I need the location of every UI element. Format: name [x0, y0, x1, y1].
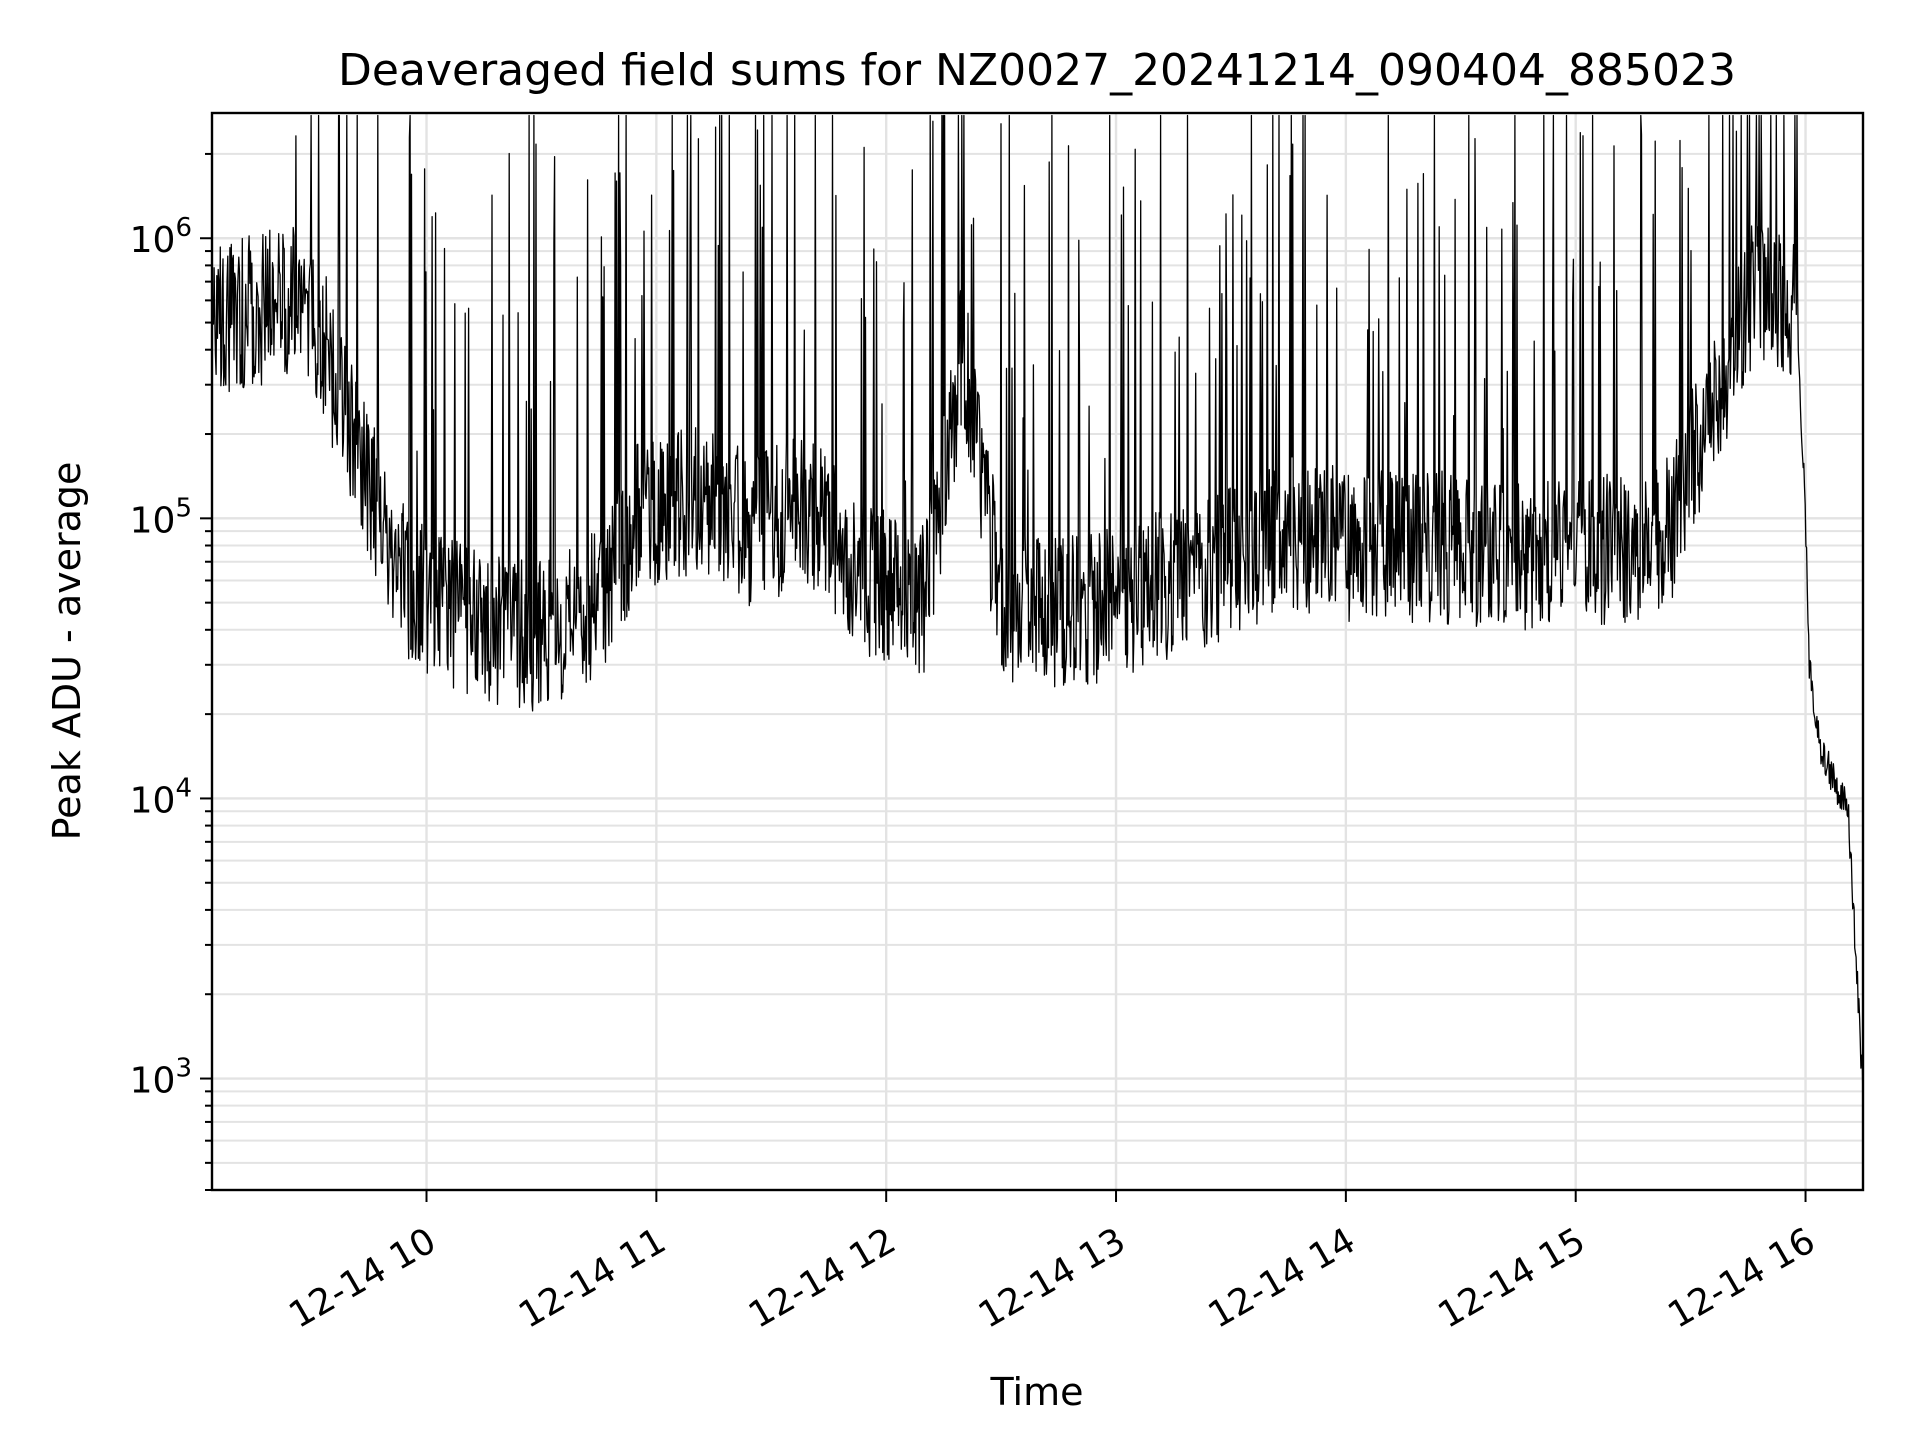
y-tick-label: 106: [130, 213, 192, 261]
series-layer: [211, 114, 1864, 1105]
y-tick-label: 105: [130, 493, 192, 541]
grid-lines: [212, 113, 1863, 1191]
y-axis-label: Peak ADU - average: [45, 462, 89, 841]
series-line-0: [211, 114, 1864, 1105]
plot-frame: [210, 111, 1865, 1192]
y-tick-label: 104: [130, 773, 192, 821]
y-tick-label: 103: [130, 1054, 192, 1102]
x-axis-label: Time: [990, 1370, 1084, 1414]
chart-title: Deaveraged field sums for NZ0027_2024121…: [338, 45, 1736, 96]
